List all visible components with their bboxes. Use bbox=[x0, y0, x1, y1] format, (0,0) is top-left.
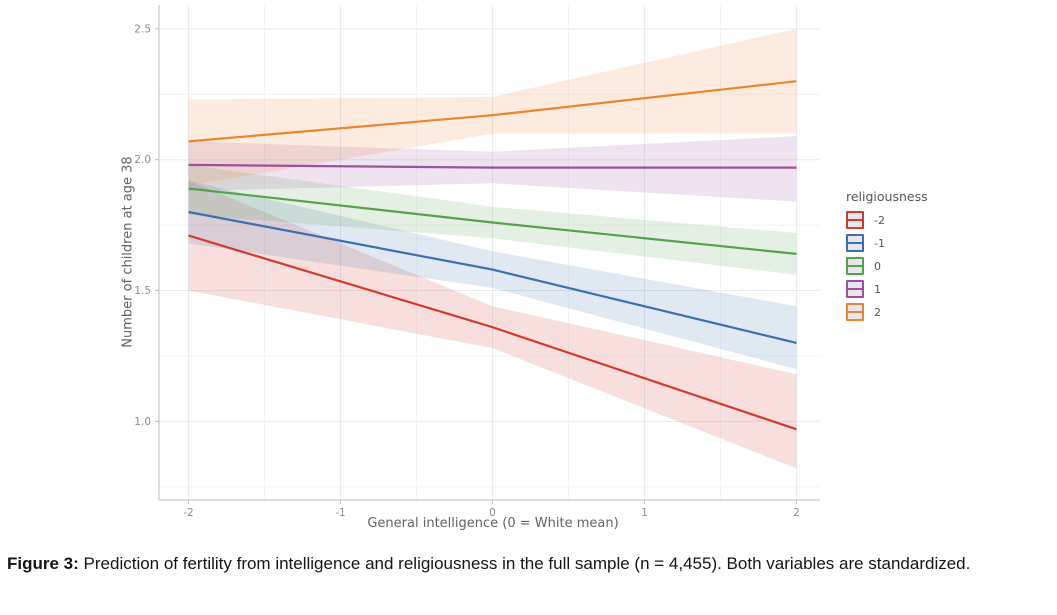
legend-label: 2 bbox=[874, 305, 881, 319]
legend-key-line bbox=[848, 311, 862, 313]
ci-ribbon-religiousness-0 bbox=[188, 164, 797, 275]
legend-key-line bbox=[848, 265, 862, 267]
legend-item-religiousness-1: 1 bbox=[846, 280, 928, 298]
legend-key-line bbox=[848, 288, 862, 290]
legend-key-swatch bbox=[846, 257, 864, 275]
legend-label: -1 bbox=[874, 236, 885, 250]
fertility-intelligence-chart: -2 -1 0 1 2 1.0 1.5 2.0 2.5 Number of children a… bbox=[120, 5, 928, 531]
trend-line-religiousness--2 bbox=[188, 234, 797, 431]
legend-key-swatch bbox=[846, 303, 864, 321]
legend: religiousness -2 -1 0 1 2 bbox=[846, 189, 928, 326]
x-tick-label: -2 bbox=[183, 507, 193, 519]
plot-canvas: -2 -1 0 1 2 1.0 1.5 2.0 2.5 bbox=[134, 5, 820, 519]
legend-label: 1 bbox=[874, 282, 881, 296]
legend-item-religiousness--1: -1 bbox=[846, 234, 928, 252]
y-tick-label: 2.5 bbox=[134, 23, 151, 35]
x-tick-label: -1 bbox=[335, 507, 345, 519]
legend-key-line bbox=[848, 242, 862, 244]
figure-caption: Figure 3: Prediction of fertility from i… bbox=[7, 550, 1051, 578]
legend-items: -2 -1 0 1 2 bbox=[846, 211, 928, 326]
ci-ribbon-religiousness--2 bbox=[188, 180, 797, 469]
legend-item-religiousness-0: 0 bbox=[846, 257, 928, 275]
figure-caption-label: Figure 3: bbox=[7, 554, 79, 573]
x-tick-label: 2 bbox=[793, 507, 800, 519]
y-tick-label: 1.0 bbox=[134, 416, 151, 428]
trend-line-religiousness-2 bbox=[188, 80, 797, 143]
legend-item-religiousness-2: 2 bbox=[846, 303, 928, 321]
legend-label: -2 bbox=[874, 213, 885, 227]
y-axis-title: Number of children at age 38 bbox=[120, 156, 136, 348]
ci-ribbon-religiousness-2 bbox=[188, 28, 797, 186]
ci-ribbon-religiousness--1 bbox=[188, 180, 797, 370]
ci-ribbon-religiousness-1 bbox=[188, 136, 797, 202]
trend-line-religiousness-1 bbox=[188, 163, 797, 169]
x-tick-label: 1 bbox=[641, 507, 648, 519]
x-axis-title: General intelligence (0 = White mean) bbox=[367, 516, 619, 531]
legend-key-swatch bbox=[846, 280, 864, 298]
trend-line-religiousness--1 bbox=[188, 210, 797, 344]
legend-key-line bbox=[848, 219, 862, 221]
legend-title: religiousness bbox=[846, 189, 928, 204]
figure-caption-text: Prediction of fertility from intelligenc… bbox=[83, 554, 971, 573]
legend-key-swatch bbox=[846, 234, 864, 252]
y-tick-label: 2.0 bbox=[134, 154, 151, 166]
legend-key-swatch bbox=[846, 211, 864, 229]
y-tick-label: 1.5 bbox=[134, 285, 151, 297]
legend-label: 0 bbox=[874, 259, 881, 273]
legend-item-religiousness--2: -2 bbox=[846, 211, 928, 229]
trend-line-religiousness-0 bbox=[188, 187, 797, 255]
x-tick-label: 0 bbox=[489, 507, 496, 519]
